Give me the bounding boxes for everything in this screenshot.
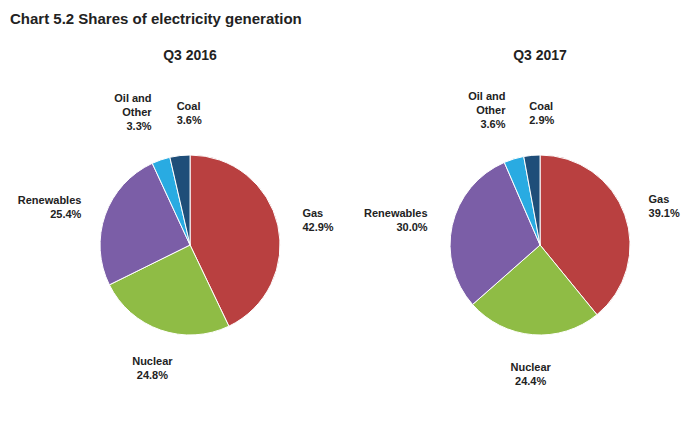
- slice-category: Nuclear: [510, 361, 551, 373]
- chart-title: Chart 5.2 Shares of electricity generati…: [10, 10, 302, 27]
- slice-value: 3.3%: [126, 120, 151, 132]
- wedges: [450, 155, 630, 335]
- wedges: [100, 155, 280, 335]
- slice-label: Coal 3.6%: [177, 100, 202, 126]
- slice-label: Oil and Other 3.3%: [114, 92, 152, 132]
- slice-category: Renewables: [18, 194, 82, 206]
- slice-category: Coal: [177, 100, 201, 112]
- slice-value: 25.4%: [50, 208, 81, 220]
- background: [0, 0, 700, 440]
- pie-panel: Q3 2016 Gas 42.9% Nuclear 24.8% Renewables 25.…: [18, 47, 334, 381]
- slice-category: Gas: [649, 193, 670, 205]
- slice-value: 39.1%: [649, 207, 680, 219]
- pie-panel: Q3 2017 Gas 39.1% Nuclear 24.4% Renewables 30.…: [364, 47, 680, 387]
- slice-value: 2.9%: [529, 114, 554, 126]
- slice-label: Coal 2.9%: [529, 100, 554, 126]
- slice-label: Nuclear 24.8%: [132, 355, 173, 381]
- slice-value: 42.9%: [302, 221, 333, 233]
- slice-label: Nuclear 24.4%: [510, 361, 551, 387]
- pie-wedge: [524, 155, 540, 245]
- slice-category: Oil and: [468, 90, 505, 102]
- slice-category: Renewables: [364, 207, 428, 219]
- slice-category: Gas: [302, 207, 323, 219]
- slice-label: Renewables 25.4%: [18, 194, 82, 220]
- slice-category: Oil and: [114, 92, 151, 104]
- chart-root: Chart 5.2 Shares of electricity generati…: [0, 0, 700, 440]
- slice-label: Oil and Other 3.6%: [468, 90, 506, 130]
- slice-category: Coal: [529, 100, 553, 112]
- slice-category: Other: [476, 104, 506, 116]
- slice-value: 30.0%: [396, 221, 427, 233]
- slice-value: 24.4%: [515, 375, 546, 387]
- slice-category: Other: [122, 106, 152, 118]
- pie-subtitle: Q3 2017: [513, 47, 567, 63]
- pie-wedge: [170, 155, 190, 245]
- slice-label: Gas 39.1%: [649, 193, 680, 219]
- slice-category: Nuclear: [132, 355, 173, 367]
- slice-label: Gas 42.9%: [302, 207, 333, 233]
- slice-label: Renewables 30.0%: [364, 207, 428, 233]
- slice-value: 3.6%: [480, 118, 505, 130]
- slice-value: 3.6%: [177, 114, 202, 126]
- slice-value: 24.8%: [137, 369, 168, 381]
- pie-subtitle: Q3 2016: [163, 47, 217, 63]
